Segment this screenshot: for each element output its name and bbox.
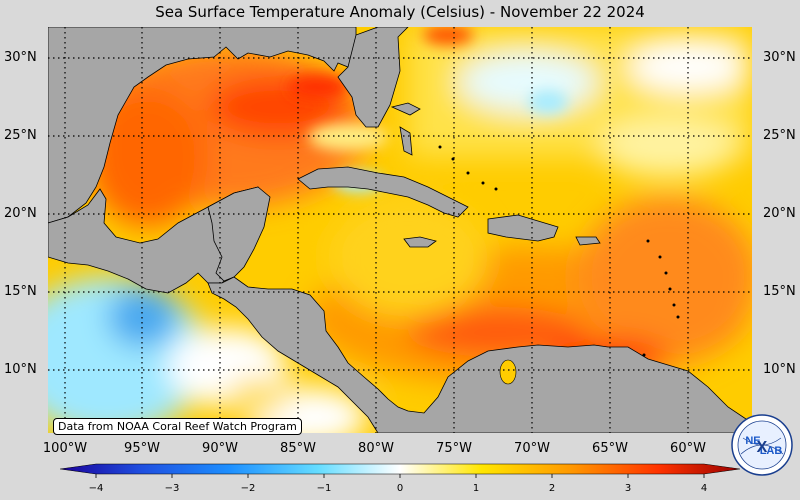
lat-label-15n-left: 15°N: [4, 284, 37, 299]
lat-label-10n-left: 10°N: [4, 362, 37, 377]
lon-label-70w: 70°W: [514, 441, 550, 456]
colorbar-ticks: [95, 474, 705, 478]
lon-label-90w: 90°W: [202, 441, 238, 456]
map-title: Sea Surface Temperature Anomaly (Celsius…: [155, 3, 645, 21]
lon-label-100w: 100°W: [42, 441, 88, 456]
land-cuba: [297, 166, 469, 218]
colorbar-tick--3: −3: [164, 483, 180, 494]
lon-label-75w: 75°W: [436, 441, 472, 456]
logo-text-ne: NE: [745, 435, 760, 447]
colorbar-tick-3: 3: [624, 483, 632, 494]
lat-label-15n-right: 15°N: [763, 284, 796, 299]
lon-label-60w: 60°W: [670, 441, 706, 456]
lat-label-20n-left: 20°N: [4, 206, 37, 221]
colorbar-tick--1: −1: [316, 483, 332, 494]
land: [48, 27, 752, 433]
colorbar-tick-4: 4: [700, 483, 708, 494]
land-florida: [337, 27, 409, 128]
colorbar-ramp: [60, 463, 740, 475]
logo-text-lab: LAB: [760, 445, 783, 457]
nexlab-logo: NE LAB X: [731, 414, 793, 476]
colorbar-tick-2: 2: [548, 483, 556, 494]
lat-label-20n-right: 20°N: [763, 206, 796, 221]
lat-label-25n-right: 25°N: [763, 128, 796, 143]
lat-label-30n-right: 30°N: [763, 50, 796, 65]
land-yucatan: [207, 186, 271, 282]
land-hispaniola: [487, 214, 559, 242]
lon-label-80w: 80°W: [358, 441, 394, 456]
sst-anomaly-map: [48, 27, 752, 433]
colorbar-tick--2: −2: [240, 483, 256, 494]
lat-label-10n-right: 10°N: [763, 362, 796, 377]
lat-label-30n-left: 30°N: [4, 50, 37, 65]
colorbar-tick--4: −4: [88, 483, 104, 494]
land-bahamas: [390, 102, 421, 116]
land-puerto-rico: [575, 236, 601, 246]
lat-label-25n-left: 25°N: [4, 128, 37, 143]
colorbar-tick-0: 0: [396, 483, 404, 494]
colorbar-tick-1: 1: [472, 483, 480, 494]
logo-x-glyph: X: [757, 439, 768, 456]
lon-label-85w: 85°W: [280, 441, 316, 456]
lake-maracaibo: [499, 359, 517, 385]
lon-label-65w: 65°W: [592, 441, 628, 456]
land-central-america: [207, 276, 752, 433]
land-jamaica: [403, 236, 437, 248]
data-credit: Data from NOAA Coral Reef Watch Program: [53, 418, 302, 435]
colorbar: [60, 463, 740, 478]
land-andros: [399, 126, 413, 156]
lon-label-95w: 95°W: [124, 441, 160, 456]
